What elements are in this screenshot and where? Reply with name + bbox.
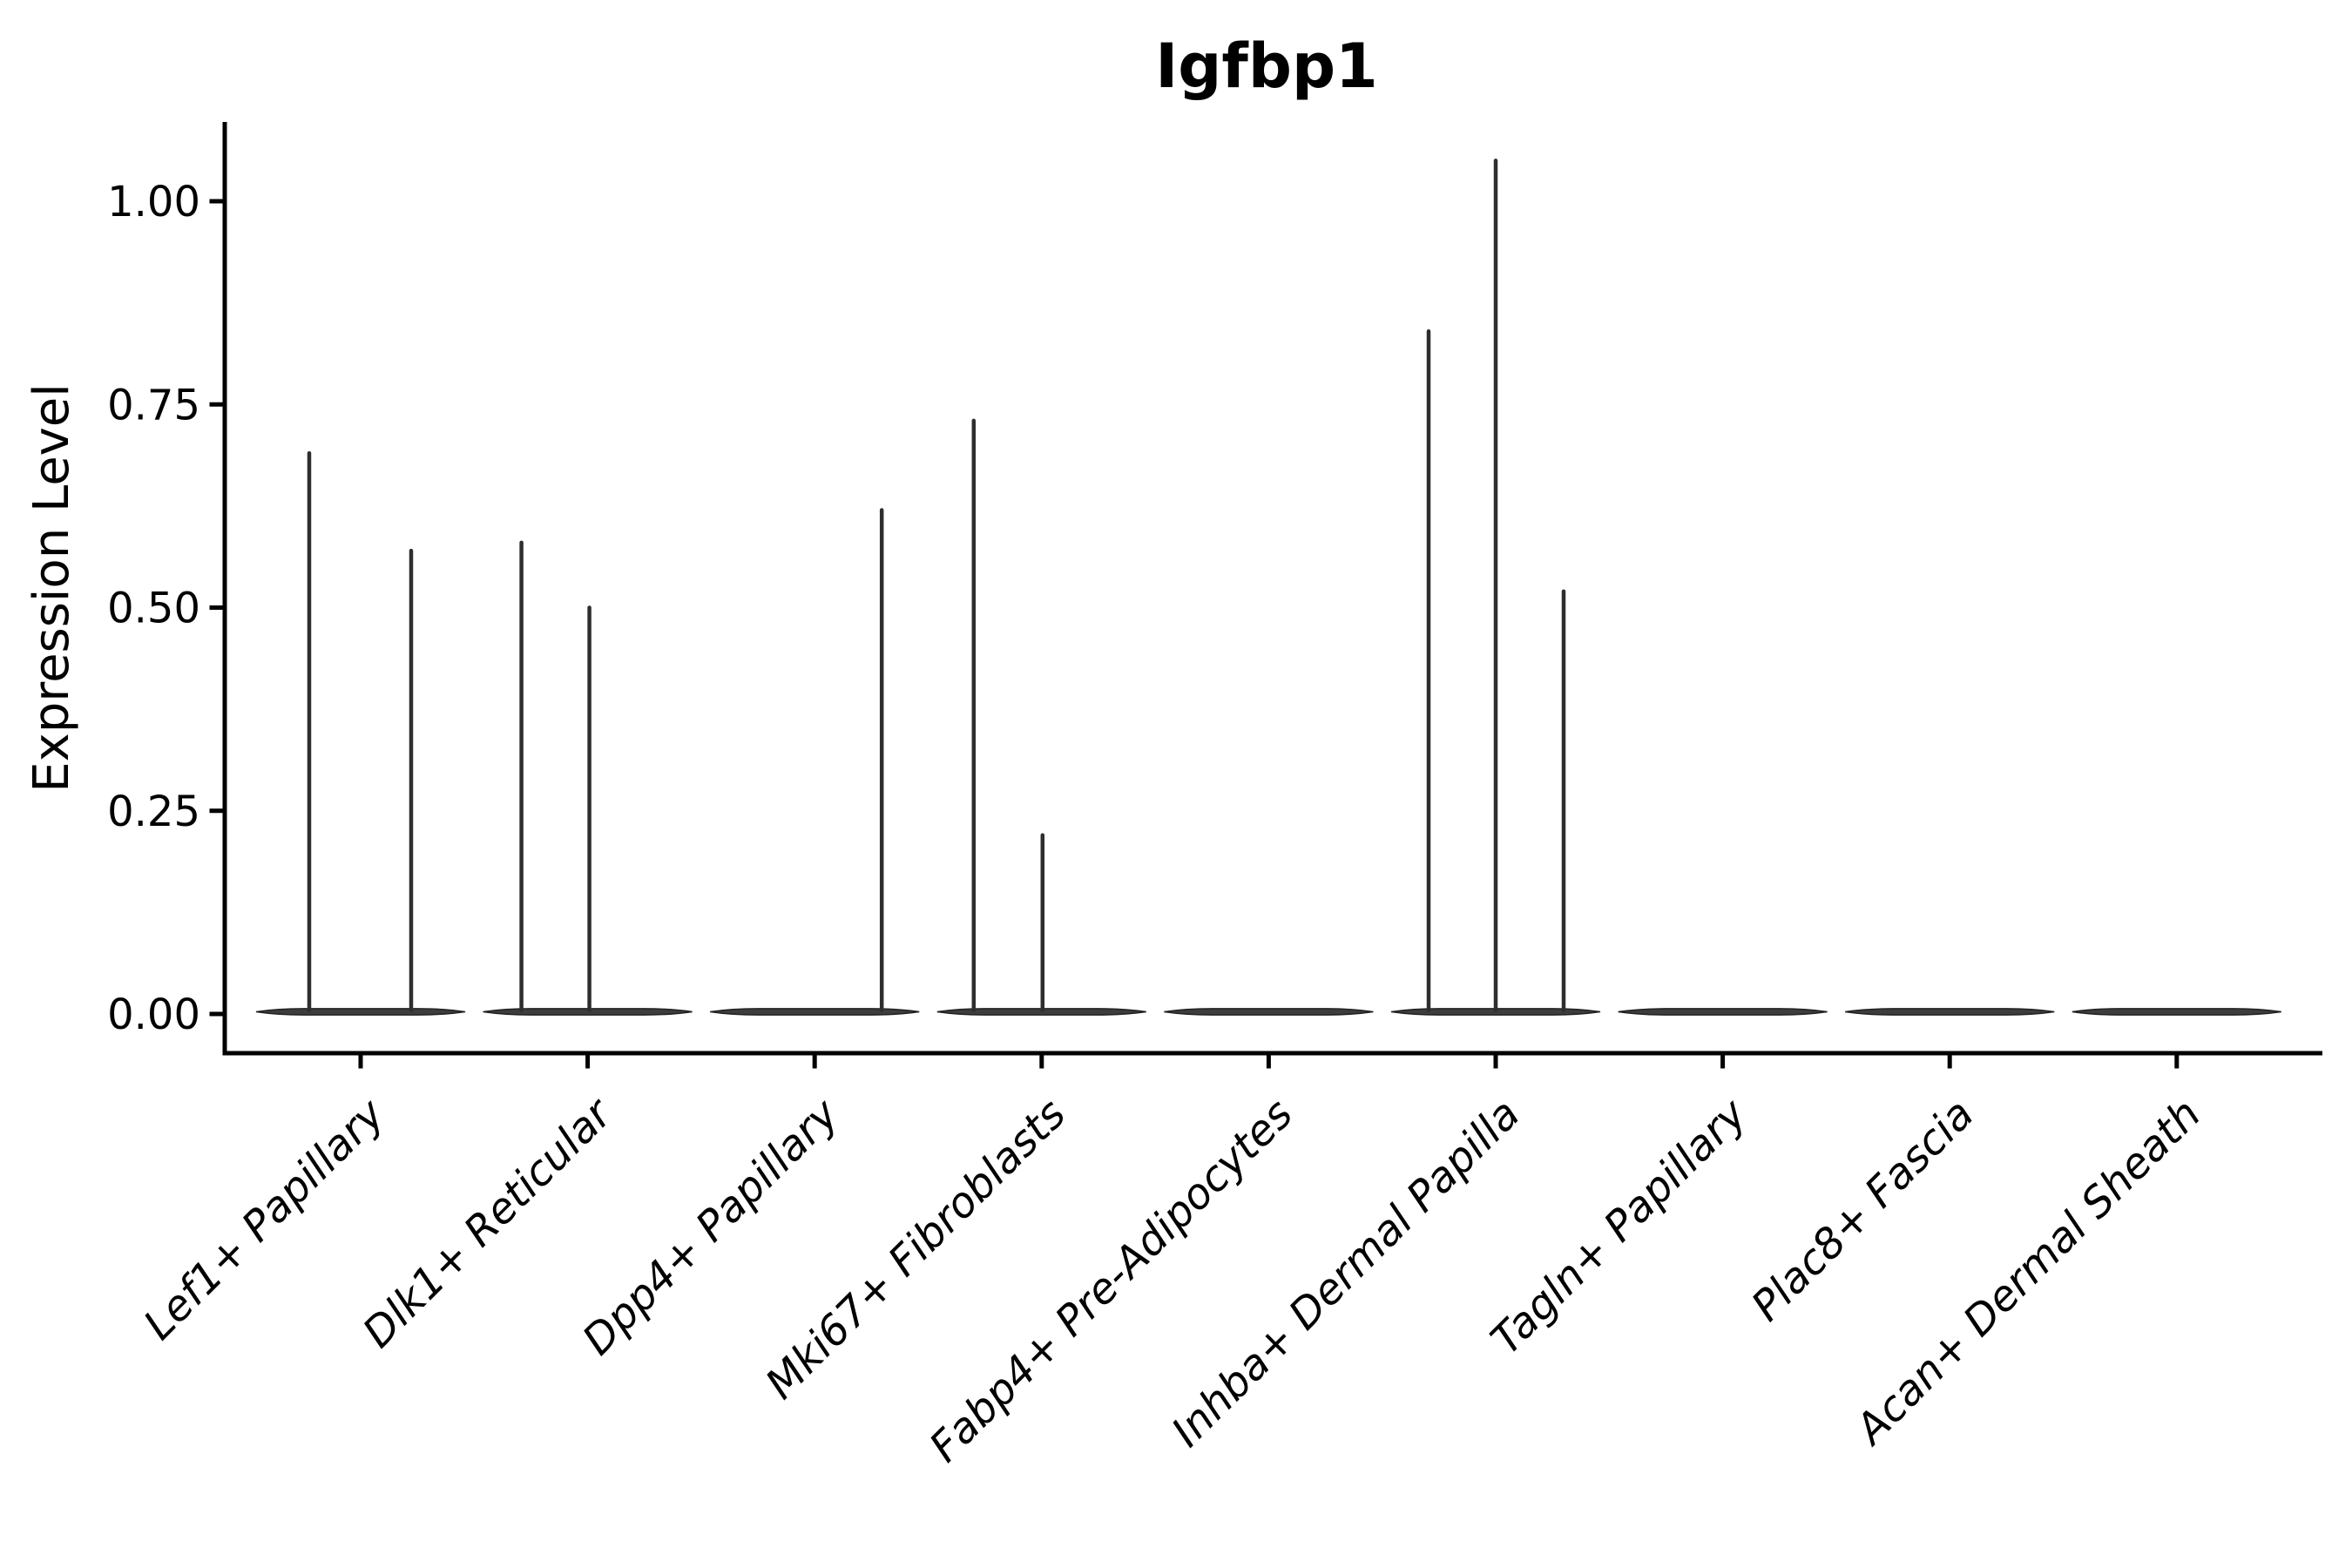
y-tick-label: 0.75	[107, 381, 200, 429]
x-tick-label: Lef1+ Papillary	[134, 1089, 395, 1349]
axes-group: 0.00 0.25 0.50 0.75 1.00	[107, 122, 2322, 1069]
x-tick-label: Dlk1+ Reticular	[354, 1088, 624, 1358]
y-tick-label: 1.00	[107, 178, 200, 226]
violin-body	[1845, 1008, 2055, 1016]
y-tick-label: 0.00	[107, 990, 200, 1039]
violin-body	[255, 1008, 466, 1016]
y-axis-title: Expression Level	[24, 383, 80, 793]
violin-body	[1618, 1008, 1828, 1016]
violin-body	[1164, 1008, 1374, 1016]
violin-body	[2072, 1008, 2281, 1016]
violin-body	[710, 1008, 920, 1016]
x-tick-label: Plac8+ Fascia	[1742, 1090, 1984, 1331]
violins-group	[255, 159, 2281, 1016]
violin-body	[483, 1008, 693, 1016]
chart-title: Igfbp1	[1155, 30, 1378, 102]
x-tick-label: Tagln+ Papillary	[1482, 1089, 1757, 1364]
y-tick-label: 0.25	[107, 787, 200, 836]
x-tick-label: Fabp4+ Pre-Adipocytes	[920, 1090, 1302, 1472]
y-tick-label: 0.50	[107, 585, 200, 633]
